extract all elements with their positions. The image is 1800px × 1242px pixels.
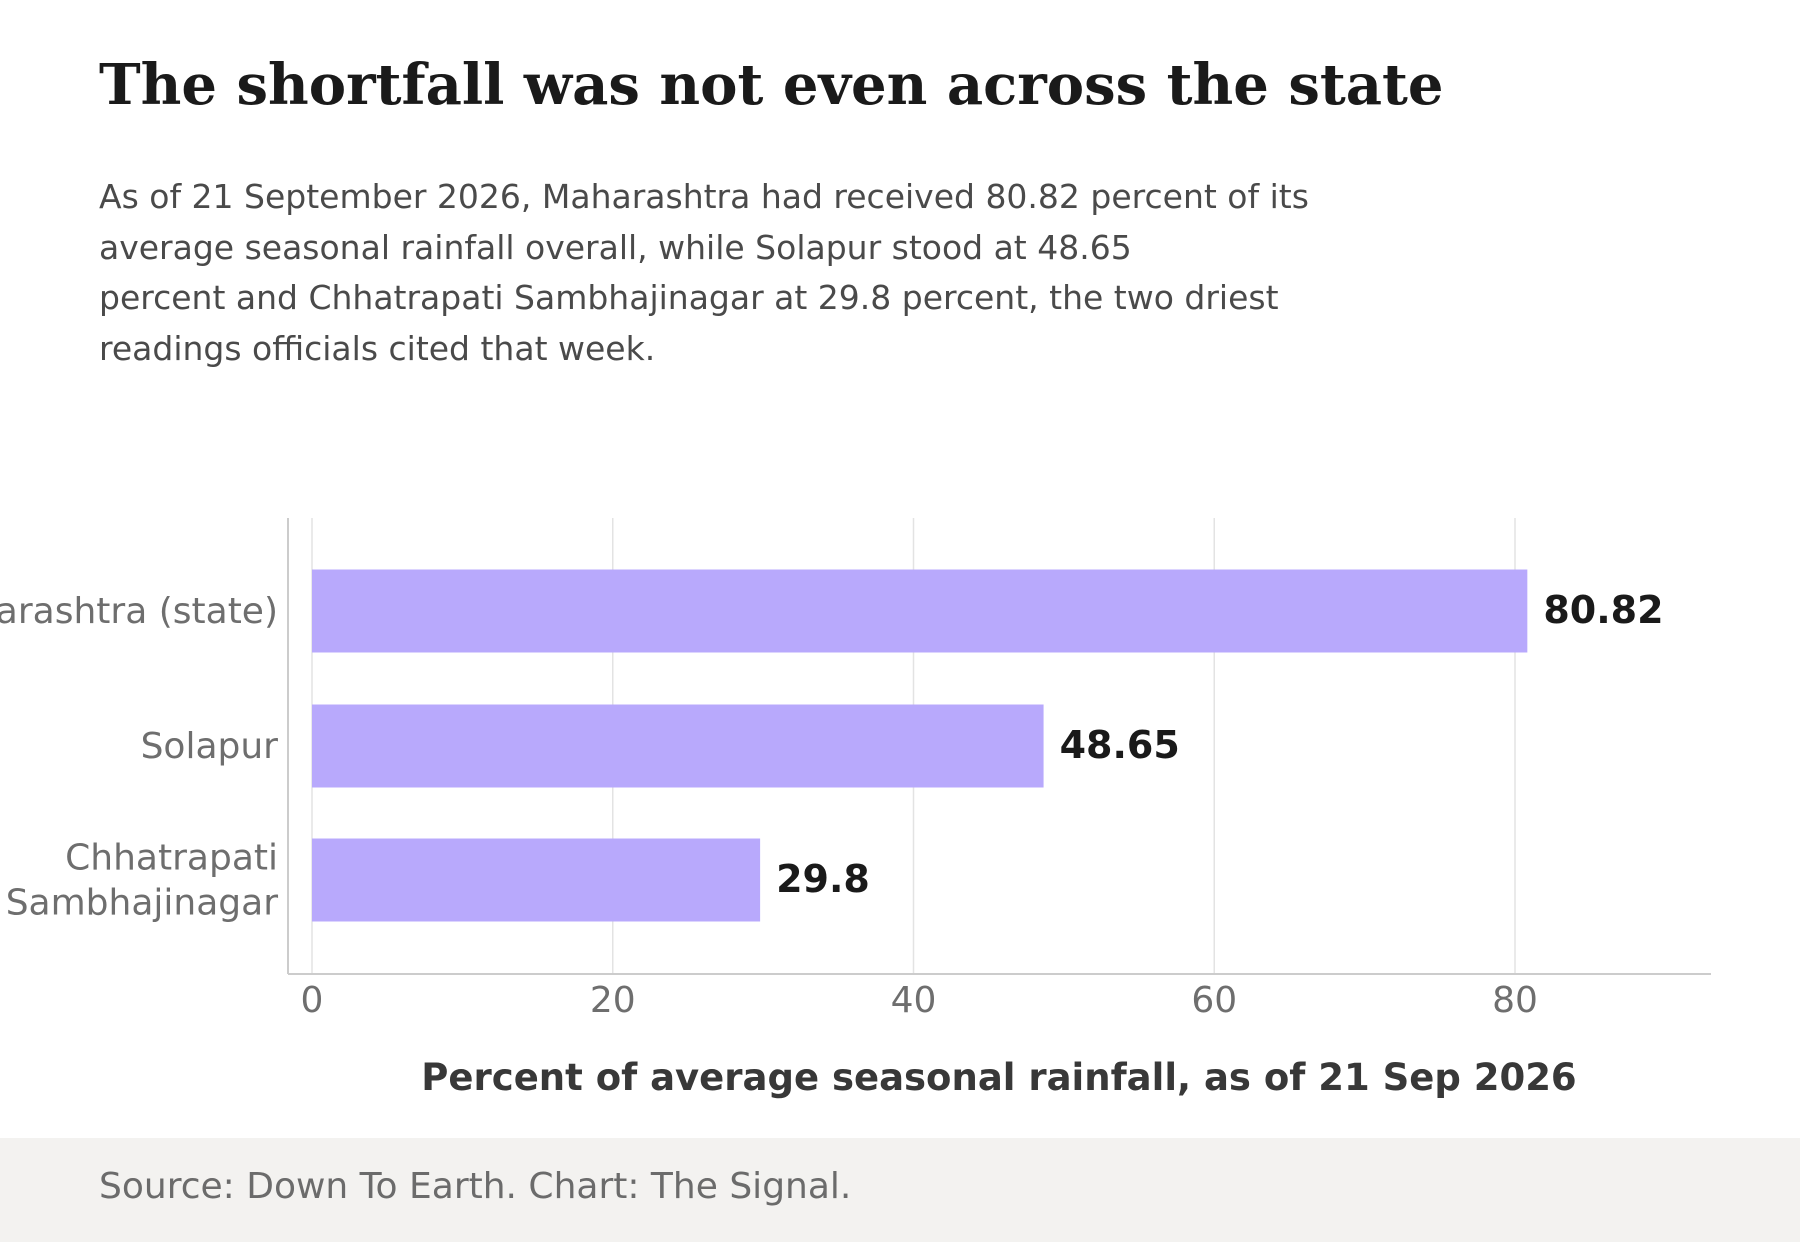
x-tick-label: 20 <box>590 980 636 1021</box>
data-label: 80.82 <box>1543 588 1663 632</box>
category-label: Sambhajinagar <box>6 883 279 924</box>
x-tick-label: 80 <box>1492 980 1538 1021</box>
chart-subtitle: As of 21 September 2026, Maharashtra had… <box>99 172 1309 374</box>
subtitle-line: average seasonal rainfall overall, while… <box>99 227 1132 267</box>
category-label: Chhatrapati <box>65 838 278 879</box>
labels: 0 20 40 60 80 80.82 Maharashtra (state) 48.65 So… <box>0 588 1664 1099</box>
category-label: Solapur <box>141 726 279 767</box>
data-label: 29.8 <box>776 857 870 901</box>
data-label: 48.65 <box>1060 723 1180 767</box>
x-tick-label: 0 <box>301 980 324 1021</box>
bar <box>312 704 1044 788</box>
bar <box>312 838 761 922</box>
bar-chart: 0 20 40 60 80 80.82 Maharashtra (state) 48.65 So… <box>0 518 1711 1099</box>
x-tick-label: 60 <box>1191 980 1237 1021</box>
category-label: Maharashtra (state) <box>0 591 278 632</box>
subtitle-line: readings officials cited that week. <box>99 328 656 368</box>
subtitle-line: percent and Chhatrapati Sambhajinagar at… <box>99 278 1279 317</box>
bar <box>312 569 1528 653</box>
subtitle-line: As of 21 September 2026, Maharashtra had… <box>99 177 1309 216</box>
x-tick-label: 40 <box>891 980 937 1021</box>
x-axis-title: Percent of average seasonal rainfall, as… <box>421 1056 1576 1099</box>
chart-title: The shortfall was not even across the st… <box>99 52 1444 118</box>
axes <box>287 518 1711 975</box>
bars <box>312 569 1528 922</box>
source-note: Source: Down To Earth. Chart: The Signal… <box>99 1166 852 1207</box>
footer: Source: Down To Earth. Chart: The Signal… <box>0 1138 1800 1242</box>
